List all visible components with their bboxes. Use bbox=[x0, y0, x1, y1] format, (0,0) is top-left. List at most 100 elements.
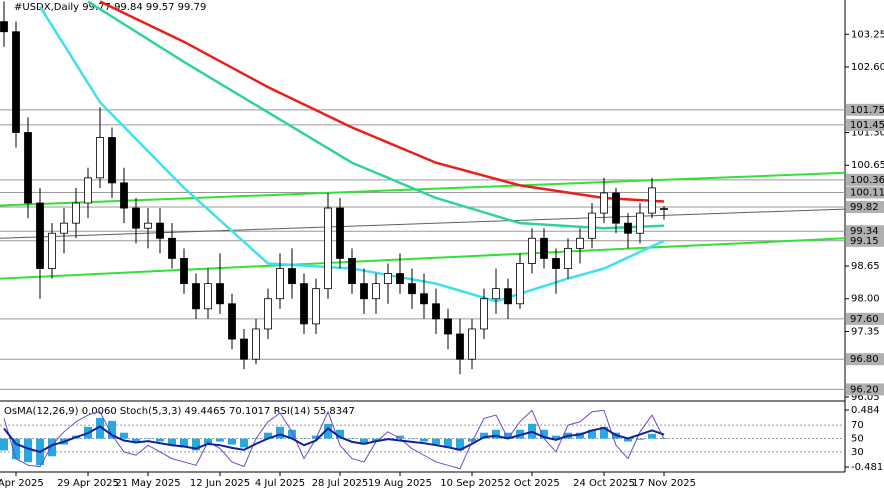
level-box bbox=[846, 186, 884, 199]
osma-bar bbox=[276, 426, 284, 439]
x-tick-label: 28 Jul 2025 bbox=[312, 478, 369, 489]
candle-body bbox=[372, 283, 380, 300]
level-label: 99.15 bbox=[850, 236, 879, 247]
moving-average bbox=[99, 0, 665, 203]
osma-bar bbox=[480, 432, 488, 439]
x-tick-label: 17 Nov 2025 bbox=[632, 478, 696, 489]
x-tick-label: 21 May 2025 bbox=[115, 478, 180, 489]
candle-body bbox=[60, 222, 68, 234]
candle-body bbox=[564, 247, 572, 269]
level-label: 99.82 bbox=[850, 202, 879, 213]
candle-body bbox=[288, 268, 296, 285]
level-label: 101.45 bbox=[850, 120, 884, 131]
candle-body bbox=[12, 31, 20, 133]
x-tick-label: 24 Oct 2025 bbox=[573, 478, 635, 489]
osma-bar bbox=[396, 435, 404, 439]
level-box bbox=[846, 383, 884, 396]
indicator-title: OsMA(12,26,9) 0.0060 Stoch(5,3,3) 49.446… bbox=[4, 406, 355, 417]
osma-bar bbox=[324, 423, 332, 439]
osma-tick-label: -0.4812 bbox=[851, 462, 884, 473]
osma-bar bbox=[228, 438, 236, 445]
candle-body bbox=[0, 21, 8, 33]
trendline bbox=[0, 171, 846, 207]
candle-body bbox=[480, 298, 488, 330]
candle-body bbox=[600, 192, 608, 214]
osma-bar bbox=[552, 435, 560, 439]
candle-body bbox=[156, 222, 164, 239]
candle-body bbox=[540, 237, 548, 259]
candle-body bbox=[396, 273, 404, 285]
osma-bar bbox=[168, 438, 176, 445]
osma-bar bbox=[576, 432, 584, 439]
osma-bar bbox=[288, 429, 296, 439]
osma-bar bbox=[408, 438, 416, 440]
osma-bar bbox=[156, 438, 164, 442]
stoch-line bbox=[3, 409, 665, 470]
candle-body bbox=[528, 237, 536, 264]
candle-body bbox=[108, 137, 116, 184]
osma-bar bbox=[96, 417, 104, 439]
level-label: 100.11 bbox=[850, 187, 884, 198]
level-label: 96.20 bbox=[850, 384, 879, 395]
candle-body bbox=[516, 263, 524, 305]
candle-body bbox=[84, 177, 92, 204]
candle-body bbox=[660, 208, 668, 210]
osma-bar bbox=[264, 432, 272, 439]
candle-body bbox=[552, 258, 560, 269]
level-box bbox=[846, 118, 884, 131]
candle-body bbox=[420, 293, 428, 305]
candle-body bbox=[648, 187, 656, 214]
candle-body bbox=[132, 207, 140, 229]
osma-bar bbox=[420, 438, 428, 442]
osma-bar bbox=[24, 438, 32, 463]
osma-bar bbox=[588, 429, 596, 439]
osma-bar bbox=[636, 438, 644, 440]
candle-body bbox=[336, 207, 344, 259]
candle-body bbox=[348, 258, 356, 285]
osma-bar bbox=[360, 438, 368, 445]
level-box bbox=[846, 173, 884, 186]
osma-bar bbox=[372, 438, 380, 442]
osma-bar bbox=[348, 438, 356, 440]
candle-body bbox=[72, 202, 80, 224]
x-tick-label: 2 Oct 2025 bbox=[504, 478, 559, 489]
level-box bbox=[846, 312, 884, 325]
osc-tick-label: 30 bbox=[851, 447, 864, 458]
x-tick-label: 4 Jul 2025 bbox=[255, 478, 305, 489]
candle-body bbox=[408, 283, 416, 295]
osma-bar bbox=[648, 433, 656, 439]
osma-bar bbox=[540, 429, 548, 439]
osma-bar bbox=[144, 438, 152, 440]
y-tick-label: 98.00 bbox=[851, 294, 880, 305]
osma-bar bbox=[216, 438, 224, 442]
candle-body bbox=[240, 338, 248, 360]
candle-body bbox=[624, 222, 632, 234]
y-tick-label: 103.25 bbox=[851, 29, 884, 40]
x-tick-label: 10 Sep 2025 bbox=[440, 478, 503, 489]
candle-body bbox=[264, 298, 272, 330]
osma-bar bbox=[12, 438, 20, 460]
candle-body bbox=[456, 333, 464, 360]
candle-body bbox=[24, 132, 32, 204]
candle-body bbox=[360, 283, 368, 300]
osma-bar bbox=[444, 438, 452, 448]
y-tick-label: 102.60 bbox=[851, 62, 884, 73]
candle-body bbox=[384, 273, 392, 285]
level-label: 97.60 bbox=[850, 314, 879, 325]
candle-body bbox=[612, 192, 620, 224]
candle-body bbox=[636, 212, 644, 234]
level-box bbox=[846, 201, 884, 214]
osma-bar bbox=[180, 438, 188, 448]
osma-bar bbox=[300, 438, 308, 440]
osma-bar bbox=[492, 429, 500, 439]
x-tick-label: 19 Aug 2025 bbox=[368, 478, 432, 489]
osma-tick-label: 0.484 bbox=[851, 405, 880, 416]
y-tick-label: 101.30 bbox=[851, 127, 884, 138]
osma-bar bbox=[120, 432, 128, 439]
candle-body bbox=[216, 283, 224, 305]
candle-body bbox=[48, 232, 56, 269]
osma-bar bbox=[132, 438, 140, 442]
level-label: 100.36 bbox=[850, 175, 884, 186]
trendline bbox=[0, 237, 846, 280]
y-tick-label: 100.65 bbox=[851, 160, 884, 171]
